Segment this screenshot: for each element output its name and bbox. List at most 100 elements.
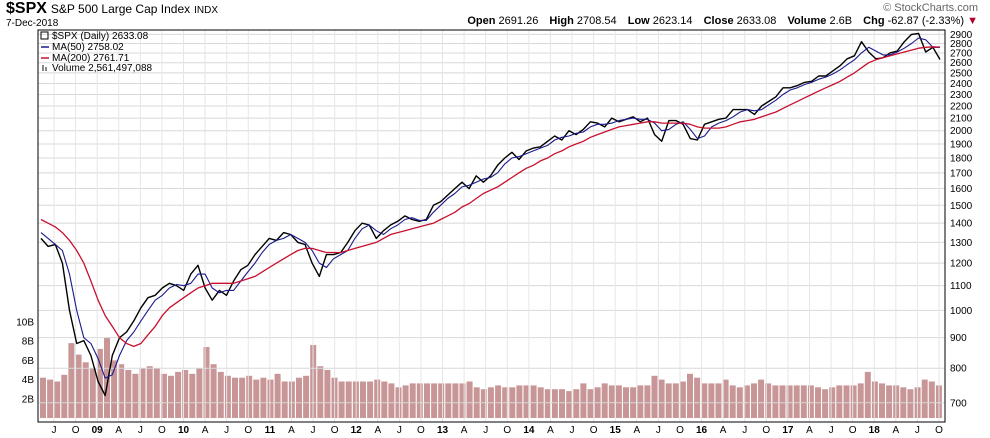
- volume-bar: [96, 348, 103, 418]
- volume-bar: [879, 383, 885, 418]
- change-label: Chg: [863, 15, 885, 27]
- volume-bar: [68, 343, 75, 418]
- price-tick-label: 2700: [950, 48, 973, 59]
- time-tick-label: A: [633, 425, 640, 436]
- price-tick-label: 1500: [950, 201, 973, 212]
- volume-bar: [608, 385, 615, 418]
- ma200-legend-label: MA(200) 2761.71: [52, 53, 130, 64]
- price-tick-label: 1900: [950, 140, 973, 151]
- volume-bar: [303, 375, 310, 418]
- volume-bar: [367, 381, 374, 418]
- volume-bar: [381, 381, 388, 418]
- time-tick-label: A: [892, 425, 899, 436]
- time-tick-label: 09: [92, 425, 104, 436]
- price-tick-label: 2300: [950, 90, 973, 101]
- open-value: 2691.26: [498, 15, 539, 27]
- time-tick-label: 12: [351, 425, 363, 436]
- time-tick-label: A: [806, 425, 813, 436]
- volume-bar: [182, 370, 189, 418]
- volume-bar: [452, 383, 459, 418]
- volume-bar: [701, 383, 708, 418]
- volume-bar: [729, 385, 736, 418]
- volume-bar: [544, 389, 551, 418]
- volume-bar: [189, 373, 196, 418]
- volume-bar: [758, 379, 765, 418]
- time-tick-label: A: [288, 425, 295, 436]
- time-tick-label: J: [311, 425, 316, 436]
- volume-legend-swatch: [45, 67, 47, 71]
- stockcharts-logo[interactable]: © StockCharts.com: [883, 2, 978, 14]
- volume-bar: [928, 381, 935, 418]
- time-tick-label: O: [417, 425, 425, 436]
- price-tick-label: 800: [950, 364, 967, 375]
- price-tick-label: 2100: [950, 114, 973, 125]
- volume-bar: [786, 385, 793, 418]
- low-value: 2623.14: [652, 15, 693, 27]
- volume-bar: [871, 381, 878, 418]
- price-tick-label: 2200: [950, 102, 973, 113]
- price-line: [40, 32, 941, 397]
- volume-bar: [551, 389, 558, 418]
- volume-bar: [495, 385, 502, 418]
- volume-bar: [864, 371, 871, 418]
- volume-bar: [687, 373, 693, 418]
- exchange-label: INDX: [194, 5, 219, 16]
- volume-bar: [672, 383, 679, 418]
- price-tick-label: 1800: [950, 154, 973, 165]
- volume-bar: [459, 383, 466, 418]
- volume-bars: [40, 337, 942, 418]
- chart-date: 7-Dec-2018: [6, 18, 59, 29]
- time-tick-label: O: [676, 425, 684, 436]
- volume-bar: [82, 362, 89, 418]
- low-label: Low: [627, 15, 650, 27]
- time-tick-label: J: [742, 425, 747, 436]
- volume-bar: [751, 383, 757, 418]
- time-tick-label: O: [590, 425, 598, 436]
- volume-tick-label: 10B: [16, 318, 34, 329]
- volume-bar: [217, 371, 224, 418]
- volume-bar: [466, 381, 473, 418]
- volume-bar: [566, 391, 573, 418]
- volume-bar: [843, 385, 850, 418]
- price-tick-label: 1600: [950, 184, 973, 195]
- volume-legend-swatch: [42, 65, 44, 71]
- volume-bar: [800, 385, 807, 418]
- volume-bar: [54, 381, 61, 418]
- volume-bar: [921, 379, 928, 418]
- time-tick-label: 16: [696, 425, 708, 436]
- volume-bar: [132, 373, 139, 418]
- volume-bar: [388, 383, 395, 418]
- chart-header: $SPX S&P 500 Large Cap Index INDX: [6, 0, 218, 18]
- price-axis: 700 800 900 1000 1100 1200 1300 1400 1500 1600 170…: [950, 30, 973, 409]
- price-tick-label: 700: [950, 398, 967, 409]
- volume-bar: [907, 389, 914, 418]
- price-tick-label: 2600: [950, 58, 973, 69]
- volume-bar: [409, 383, 416, 418]
- volume-axis: 2B 4B 6B 8B 10B: [16, 318, 34, 406]
- volume-bar: [765, 383, 772, 418]
- volume-bar: [402, 385, 409, 418]
- volume-bar: [374, 379, 381, 418]
- volume-tick-label: 6B: [22, 356, 35, 367]
- time-tick-label: J: [915, 425, 920, 436]
- volume-bar: [587, 389, 594, 418]
- volume-bar: [416, 383, 423, 418]
- volume-bar: [139, 368, 146, 418]
- volume-bar: [153, 368, 160, 418]
- down-arrow-icon: ▼: [967, 15, 978, 27]
- volume-bar: [196, 368, 203, 418]
- price-tick-label: 1000: [950, 306, 973, 317]
- volume-bar: [559, 389, 565, 418]
- volume-bar: [296, 377, 302, 418]
- volume-bar: [793, 385, 800, 418]
- time-tick-label: O: [935, 425, 943, 436]
- price-tick-label: 2800: [950, 39, 973, 50]
- time-tick-label: O: [158, 425, 166, 436]
- time-tick-label: J: [52, 425, 57, 436]
- chart-legend: $SPX (Daily) 2633.08 MA(50) 2758.02 MA(2…: [40, 31, 153, 74]
- volume-bar: [836, 385, 843, 418]
- time-tick-label: O: [503, 425, 511, 436]
- ma200-line: [40, 46, 941, 348]
- time-tick-label: O: [849, 425, 857, 436]
